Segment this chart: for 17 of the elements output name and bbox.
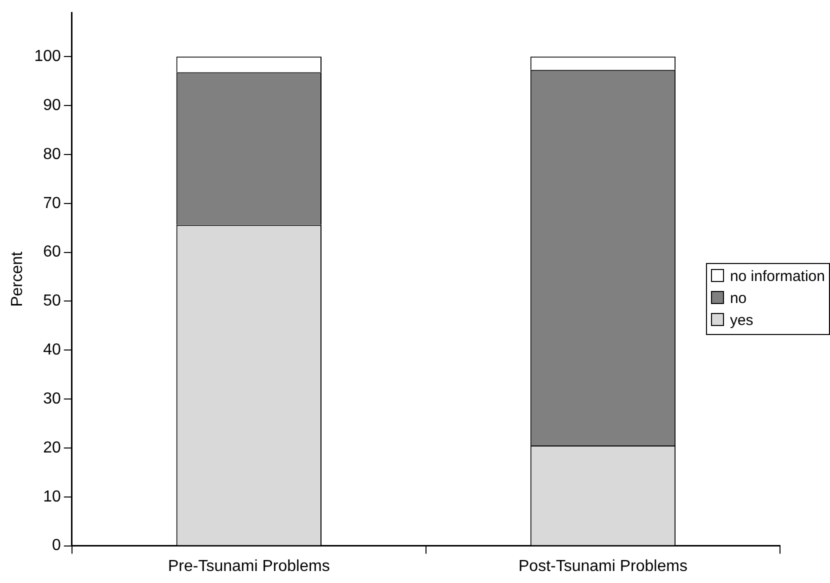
y-tick-label: 50	[43, 292, 61, 310]
y-axis-title: Percent	[9, 251, 26, 307]
x-tick-label: Pre-Tsunami Problems	[168, 558, 330, 575]
y-tick-label: 20	[43, 439, 61, 456]
x-tick-label: Post-Tsunami Problems	[518, 558, 688, 575]
legend-label: yes	[730, 312, 754, 329]
y-tick-label: 40	[43, 342, 61, 359]
y-tick-label: 70	[43, 194, 61, 212]
y-tick-label: 10	[43, 488, 61, 506]
y-tick-label: 80	[43, 146, 61, 163]
y-tick-label: 60	[43, 244, 61, 261]
y-tick-label: 30	[43, 390, 61, 408]
legend-label: no	[730, 290, 747, 307]
y-tick-label: 90	[43, 96, 61, 114]
y-tick-label: 100	[34, 48, 61, 66]
y-tick-label: 0	[52, 537, 61, 554]
text: no information	[730, 268, 825, 285]
